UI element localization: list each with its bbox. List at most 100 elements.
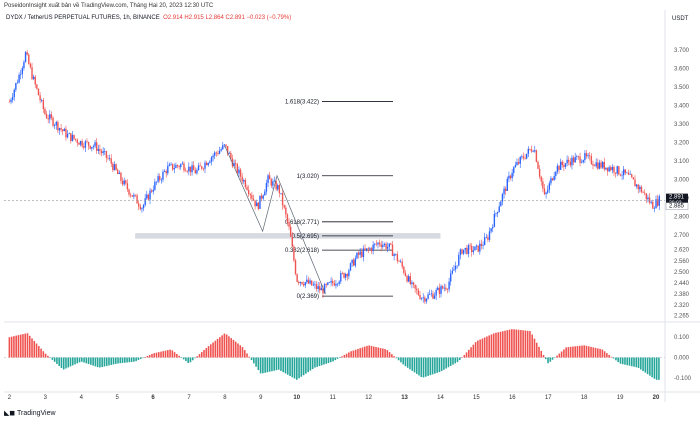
oscillator-bar	[624, 357, 626, 365]
oscillator-bar	[40, 348, 42, 358]
candle-body	[44, 109, 46, 115]
oscillator-bar	[142, 357, 144, 359]
oscillator-bar	[372, 346, 375, 358]
candle-body	[320, 288, 323, 291]
oscillator-bar	[606, 353, 608, 358]
candles	[8, 50, 660, 305]
candle-body	[357, 252, 360, 255]
time-tick-label: 13	[401, 395, 408, 401]
tradingview-logo[interactable]: ◣◼ TradingView	[4, 409, 56, 417]
swing-pattern-line	[224, 146, 326, 295]
candle-body	[608, 167, 610, 172]
currency-label: USDT	[672, 16, 689, 22]
time-tick-label: 7	[187, 395, 191, 401]
candle-body	[139, 206, 142, 210]
candle-body	[490, 228, 492, 232]
oscillator-bar	[85, 357, 88, 364]
oscillator-bar	[345, 353, 348, 358]
fib-level-label: 0.382(2.618)	[285, 248, 319, 254]
oscillator-bar	[38, 346, 40, 358]
oscillator-bar	[101, 357, 103, 367]
oscillator-bar	[302, 357, 305, 376]
candle-body	[238, 169, 240, 174]
oscillator-bar	[262, 357, 264, 374]
candle-body	[404, 272, 407, 277]
oscillator-bar	[44, 353, 47, 358]
candle-body	[589, 155, 591, 157]
oscillator-bar	[53, 357, 56, 362]
candle-body	[105, 151, 108, 158]
candle-body	[86, 141, 88, 142]
candle-body	[217, 153, 219, 154]
oscillator-bar	[560, 351, 563, 358]
candle-body	[642, 192, 644, 193]
oscillator-bar	[56, 357, 58, 364]
candle-body	[288, 222, 290, 227]
candle-body	[133, 194, 135, 197]
price-tick-label: 2.620	[674, 248, 690, 254]
oscillator-bar	[375, 346, 377, 358]
candle-body	[84, 141, 87, 148]
oscillator-bar	[400, 357, 402, 363]
oscillator-bar	[130, 357, 133, 362]
candle-body	[471, 245, 473, 253]
oscillator-tick-label: 0.000	[674, 356, 690, 362]
oscillator-bar	[305, 357, 307, 374]
oscillator-bar	[300, 357, 303, 377]
candle-body	[372, 244, 374, 252]
candle-body	[656, 199, 659, 206]
oscillator-bar	[348, 352, 350, 358]
candle-body	[202, 168, 205, 170]
oscillator-bar	[418, 357, 420, 376]
oscillator-bar	[429, 357, 432, 376]
time-tick-label: 14	[437, 395, 444, 401]
candle-body	[235, 163, 237, 165]
candle-body	[18, 74, 20, 83]
time-tick-label: 10	[293, 395, 300, 401]
oscillator-bar	[379, 348, 382, 358]
candle-body	[173, 168, 175, 170]
candle-body	[100, 151, 103, 154]
candle-body	[640, 186, 643, 193]
candle-body	[383, 243, 386, 245]
oscillator-bar	[630, 357, 633, 367]
oscillator-bar	[17, 335, 20, 358]
oscillator-bar	[463, 354, 466, 358]
oscillator-bar	[223, 333, 226, 358]
oscillator-bar	[81, 357, 83, 362]
oscillator-bar	[488, 335, 490, 358]
candle-body	[260, 195, 263, 199]
candle-body	[21, 68, 24, 75]
oscillator-bar	[540, 350, 543, 358]
oscillator-bar	[108, 357, 110, 366]
oscillator-bar	[151, 353, 153, 358]
candle-body	[83, 146, 85, 148]
candle-body	[635, 184, 638, 187]
oscillator-bar	[397, 357, 400, 361]
oscillator-bar	[658, 357, 660, 380]
candle-body	[504, 188, 507, 191]
oscillator-bar	[212, 342, 214, 358]
candle-body	[115, 164, 117, 170]
oscillator-bar	[556, 355, 558, 358]
oscillator-bar	[253, 357, 255, 364]
candle-body	[569, 161, 572, 166]
candle-body	[553, 175, 555, 181]
time-tick-label: 12	[365, 395, 372, 401]
candle-body	[506, 178, 508, 191]
oscillator-bar	[461, 357, 463, 358]
candle-body	[298, 281, 300, 284]
oscillator-bar	[49, 357, 51, 358]
oscillator-bar	[653, 357, 656, 379]
candle-body	[142, 204, 145, 209]
oscillator-bar	[583, 345, 586, 358]
oscillator-bar	[15, 335, 17, 358]
oscillator-bar	[105, 357, 108, 366]
candle-body	[618, 166, 620, 175]
candle-body	[396, 254, 399, 261]
oscillator-bar	[307, 357, 309, 373]
oscillator-bar	[243, 350, 246, 358]
candle-body	[226, 146, 229, 154]
oscillator-bar	[499, 331, 502, 358]
